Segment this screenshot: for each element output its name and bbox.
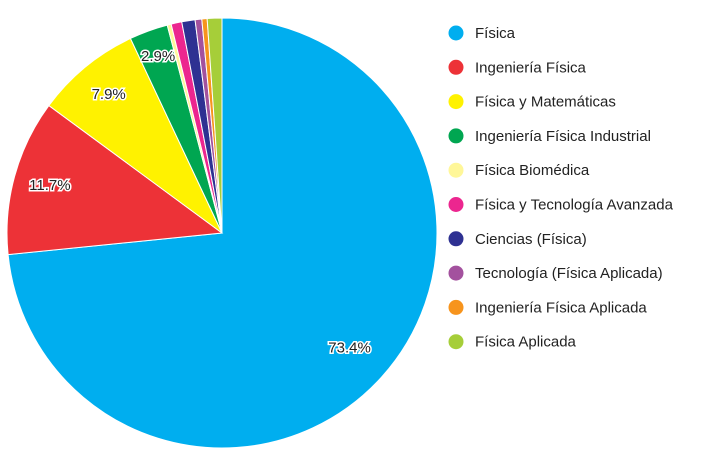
legend-label: Ingeniería Física Aplicada [475, 299, 647, 316]
legend-label: Física y Tecnología Avanzada [475, 196, 674, 213]
legend-marker [448, 334, 464, 350]
legend-label: Ciencias (Física) [475, 231, 587, 248]
pie-slice [206, 17, 223, 234]
slice-label: 7.9% [92, 86, 126, 103]
pie-slice [48, 37, 223, 234]
legend-marker [448, 59, 464, 75]
legend-label: Ingeniería Física [475, 59, 587, 76]
legend-marker [448, 162, 464, 178]
legend-marker [448, 128, 464, 144]
legend-marker [448, 265, 464, 281]
legend-label: Tecnología (Física Aplicada) [475, 265, 663, 282]
pie-slice [6, 104, 224, 256]
slice-label: 2.9% [141, 48, 175, 65]
legend-marker [448, 197, 464, 212]
legend-marker [448, 231, 464, 247]
legend-label: Ingeniería Física Industrial [475, 128, 651, 145]
legend-marker [448, 25, 464, 41]
legend-marker [448, 299, 464, 315]
legend-label: Física [475, 25, 516, 42]
legend-label: Física Biomédica [475, 162, 590, 179]
legend-marker [448, 94, 464, 110]
slice-label: 11.7% [29, 177, 70, 194]
legend-label: Física Aplicada [475, 334, 577, 351]
slice-label: 73.4% [328, 339, 371, 356]
legend-label: Física y Matemáticas [475, 94, 616, 111]
